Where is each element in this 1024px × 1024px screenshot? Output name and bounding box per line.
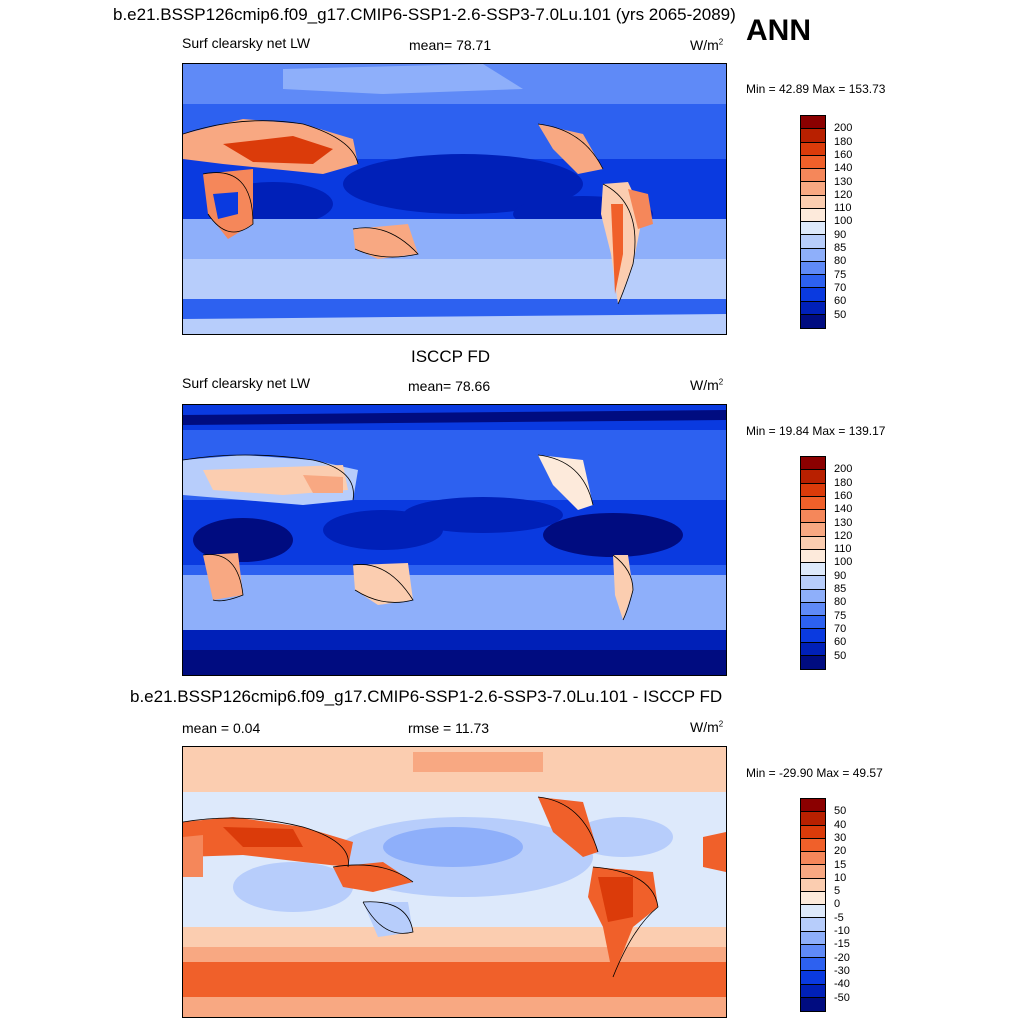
cbar-tick: 130 bbox=[834, 517, 853, 529]
cbar-tick: 90 bbox=[834, 229, 847, 241]
cbar-tick: -5 bbox=[834, 912, 844, 924]
panel3-title: b.e21.BSSP126cmip6.f09_g17.CMIP6-SSP1-2.… bbox=[130, 687, 723, 706]
cbar-tick: -15 bbox=[834, 938, 850, 950]
page-title: b.e21.BSSP126cmip6.f09_g17.CMIP6-SSP1-2.… bbox=[113, 5, 736, 24]
panel2-map bbox=[182, 404, 727, 676]
cbar-tick: 130 bbox=[834, 176, 853, 188]
panel3-colorbar bbox=[800, 798, 826, 1012]
cbar-tick: 5 bbox=[834, 885, 841, 897]
cbar-tick: 20 bbox=[834, 845, 847, 857]
cbar-tick: 70 bbox=[834, 282, 847, 294]
cbar-tick: 30 bbox=[834, 832, 847, 844]
cbar-tick: -10 bbox=[834, 925, 850, 937]
panel2-mean: mean= 78.66 bbox=[408, 378, 491, 394]
panel2-minmax: Min = 19.84 Max = 139.17 bbox=[746, 424, 886, 438]
cbar-tick: 110 bbox=[834, 202, 852, 214]
cbar-tick: -40 bbox=[834, 978, 850, 990]
cbar-tick: 0 bbox=[834, 898, 841, 910]
season-label: ANN bbox=[746, 14, 811, 47]
cbar-tick: 100 bbox=[834, 556, 853, 568]
panel1-units: W/m2 bbox=[690, 37, 724, 53]
cbar-tick: 70 bbox=[834, 623, 847, 635]
panel3-mean: mean = 0.04 bbox=[182, 720, 261, 736]
panel3-units: W/m2 bbox=[690, 719, 724, 735]
panel3-map bbox=[182, 746, 727, 1018]
cbar-tick: 100 bbox=[834, 215, 853, 227]
cbar-tick: 80 bbox=[834, 596, 847, 608]
cbar-tick: 180 bbox=[834, 477, 853, 489]
panel1-mean: mean= 78.71 bbox=[409, 37, 492, 53]
panel2-units: W/m2 bbox=[690, 377, 724, 393]
panel1-minmax: Min = 42.89 Max = 153.73 bbox=[746, 82, 886, 96]
cbar-tick: 160 bbox=[834, 490, 853, 502]
cbar-tick: 140 bbox=[834, 162, 853, 174]
cbar-tick: 50 bbox=[834, 650, 847, 662]
cbar-tick: 120 bbox=[834, 189, 853, 201]
panel2-var-label: Surf clearsky net LW bbox=[182, 375, 311, 391]
cbar-tick: 110 bbox=[834, 543, 852, 555]
cbar-tick: -20 bbox=[834, 952, 850, 964]
panel2-colorbar bbox=[800, 456, 826, 670]
cbar-tick: 60 bbox=[834, 636, 847, 648]
cbar-tick: 60 bbox=[834, 295, 847, 307]
cbar-tick: 10 bbox=[834, 872, 847, 884]
panel2-title: ISCCP FD bbox=[411, 347, 491, 366]
cbar-tick: 180 bbox=[834, 136, 853, 148]
cbar-tick: 15 bbox=[834, 859, 847, 871]
panel3-minmax: Min = -29.90 Max = 49.57 bbox=[746, 766, 883, 780]
cbar-tick: 75 bbox=[834, 610, 847, 622]
cbar-tick: 85 bbox=[834, 242, 847, 254]
cbar-tick: 75 bbox=[834, 269, 847, 281]
cbar-tick: 120 bbox=[834, 530, 853, 542]
panel1-map bbox=[182, 63, 727, 335]
cbar-tick: 50 bbox=[834, 805, 847, 817]
cbar-tick: 90 bbox=[834, 570, 847, 582]
panel1-colorbar bbox=[800, 115, 826, 329]
cbar-tick: -50 bbox=[834, 992, 850, 1004]
cbar-tick: 50 bbox=[834, 309, 847, 321]
panel3-rmse: rmse = 11.73 bbox=[408, 720, 490, 736]
cbar-tick: 160 bbox=[834, 149, 853, 161]
cbar-tick: 40 bbox=[834, 819, 847, 831]
cbar-tick: 200 bbox=[834, 463, 853, 475]
cbar-tick: 80 bbox=[834, 255, 847, 267]
cbar-tick: 85 bbox=[834, 583, 847, 595]
panel1-var-label: Surf clearsky net LW bbox=[182, 35, 311, 51]
cbar-tick: 140 bbox=[834, 503, 853, 515]
cbar-tick: 200 bbox=[834, 122, 853, 134]
cbar-tick: -30 bbox=[834, 965, 850, 977]
